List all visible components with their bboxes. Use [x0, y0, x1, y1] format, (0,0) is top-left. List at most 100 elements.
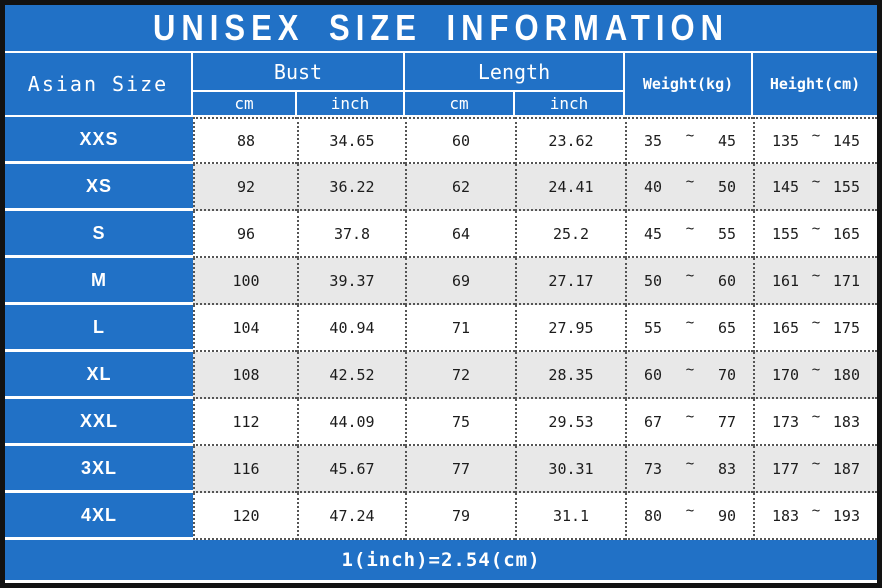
chart-title-text: UNISEX SIZE INFORMATION — [153, 6, 729, 49]
size-label: XS — [5, 164, 193, 211]
height-min: 173 — [772, 412, 800, 431]
bust-cm-cell: 92 — [193, 164, 297, 211]
height-max: 187 — [832, 459, 860, 478]
size-label: XXS — [5, 117, 193, 164]
size-label: 3XL — [5, 446, 193, 493]
tilde-symbol: ~ — [811, 173, 821, 190]
length-inch-cell: 31.1 — [515, 493, 625, 540]
height-range-cell: 177 ~187 — [753, 446, 877, 493]
size-label: L — [5, 305, 193, 352]
col-header-bust-inch: inch — [297, 90, 405, 115]
tilde-symbol: ~ — [685, 173, 695, 190]
table-row: L 104 40.94 71 27.95 55 ~65 165 ~175 — [5, 305, 877, 352]
weight-max: 83 — [717, 459, 736, 478]
bust-cm-cell: 112 — [193, 399, 297, 446]
weight-range-cell: 55 ~65 — [625, 305, 753, 352]
conversion-note-text: 1(inch)=2.54(cm) — [341, 549, 541, 571]
weight-range-cell: 73 ~83 — [625, 446, 753, 493]
length-inch-cell: 23.62 — [515, 117, 625, 164]
col-header-bust: Bust — [193, 53, 405, 90]
weight-min: 45 — [644, 224, 663, 243]
weight-max: 70 — [717, 365, 736, 384]
length-cm-cell: 77 — [405, 446, 515, 493]
length-cm-cell: 62 — [405, 164, 515, 211]
weight-range-cell: 80 ~90 — [625, 493, 753, 540]
height-range-cell: 165 ~175 — [753, 305, 877, 352]
height-max: 155 — [832, 177, 860, 196]
height-min: 177 — [772, 459, 800, 478]
weight-range-cell: 45 ~55 — [625, 211, 753, 258]
bust-cm-cell: 116 — [193, 446, 297, 493]
col-header-height: Height(cm) — [753, 53, 877, 115]
bust-cm-cell: 100 — [193, 258, 297, 305]
table-row: 4XL 120 47.24 79 31.1 80 ~90 183 ~193 — [5, 493, 877, 540]
height-min: 155 — [772, 224, 800, 243]
weight-max: 60 — [717, 271, 736, 290]
col-header-bust-cm: cm — [193, 90, 297, 115]
bust-inch-cell: 36.22 — [297, 164, 405, 211]
tilde-symbol: ~ — [685, 408, 695, 425]
weight-max: 55 — [717, 224, 736, 243]
bust-inch-cell: 45.67 — [297, 446, 405, 493]
weight-max: 90 — [717, 506, 736, 525]
length-inch-cell: 24.41 — [515, 164, 625, 211]
height-min: 135 — [772, 131, 800, 150]
weight-max: 45 — [717, 131, 736, 150]
table-row: M 100 39.37 69 27.17 50 ~60 161 ~171 — [5, 258, 877, 305]
table-row: XS 92 36.22 62 24.41 40 ~50 145 ~155 — [5, 164, 877, 211]
height-max: 183 — [832, 412, 860, 431]
bust-cm-cell: 120 — [193, 493, 297, 540]
weight-max: 50 — [717, 177, 736, 196]
table-header: Asian Size Bust Length Weight(kg) Height… — [5, 53, 877, 117]
weight-min: 35 — [644, 131, 663, 150]
tilde-symbol: ~ — [685, 127, 695, 144]
weight-min: 40 — [644, 177, 663, 196]
weight-max: 65 — [717, 318, 736, 337]
weight-min: 67 — [644, 412, 663, 431]
size-label: 4XL — [5, 493, 193, 540]
weight-range-cell: 35 ~45 — [625, 117, 753, 164]
height-min: 161 — [772, 271, 800, 290]
bust-inch-cell: 44.09 — [297, 399, 405, 446]
tilde-symbol: ~ — [685, 502, 695, 519]
height-range-cell: 155 ~165 — [753, 211, 877, 258]
size-label: S — [5, 211, 193, 258]
weight-min: 80 — [644, 506, 663, 525]
length-cm-cell: 64 — [405, 211, 515, 258]
bust-inch-cell: 37.8 — [297, 211, 405, 258]
tilde-symbol: ~ — [685, 267, 695, 284]
height-min: 170 — [772, 365, 800, 384]
col-header-asian-size: Asian Size — [5, 53, 193, 115]
height-max: 165 — [832, 224, 860, 243]
tilde-symbol: ~ — [811, 127, 821, 144]
tilde-symbol: ~ — [811, 314, 821, 331]
length-inch-cell: 30.31 — [515, 446, 625, 493]
weight-range-cell: 50 ~60 — [625, 258, 753, 305]
size-label: XL — [5, 352, 193, 399]
height-range-cell: 170 ~180 — [753, 352, 877, 399]
table-row: 3XL 116 45.67 77 30.31 73 ~83 177 ~187 — [5, 446, 877, 493]
tilde-symbol: ~ — [811, 267, 821, 284]
height-min: 183 — [772, 506, 800, 525]
bust-inch-cell: 39.37 — [297, 258, 405, 305]
table-row: S 96 37.8 64 25.2 45 ~55 155 ~165 — [5, 211, 877, 258]
col-header-length: Length — [405, 53, 625, 90]
height-max: 145 — [832, 131, 860, 150]
weight-range-cell: 67 ~77 — [625, 399, 753, 446]
bust-inch-cell: 47.24 — [297, 493, 405, 540]
bust-inch-cell: 42.52 — [297, 352, 405, 399]
height-range-cell: 145 ~155 — [753, 164, 877, 211]
tilde-symbol: ~ — [685, 361, 695, 378]
col-header-length-cm: cm — [405, 90, 515, 115]
tilde-symbol: ~ — [685, 455, 695, 472]
bust-cm-cell: 96 — [193, 211, 297, 258]
length-inch-cell: 28.35 — [515, 352, 625, 399]
tilde-symbol: ~ — [811, 361, 821, 378]
weight-range-cell: 60 ~70 — [625, 352, 753, 399]
col-header-weight: Weight(kg) — [625, 53, 753, 115]
height-range-cell: 183 ~193 — [753, 493, 877, 540]
chart-title: UNISEX SIZE INFORMATION — [5, 5, 877, 53]
table-row: XXL 112 44.09 75 29.53 67 ~77 173 ~183 — [5, 399, 877, 446]
tilde-symbol: ~ — [685, 220, 695, 237]
